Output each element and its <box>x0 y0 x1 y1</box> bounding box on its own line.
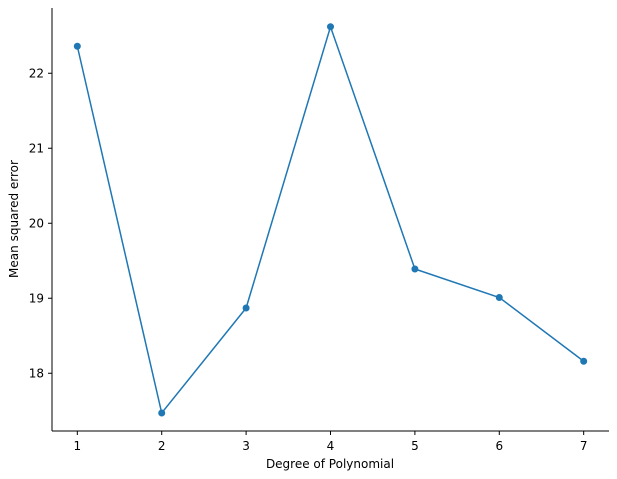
y-tick-label: 19 <box>29 291 44 305</box>
plot-area <box>73 23 588 417</box>
x-tick-label: 7 <box>580 439 588 453</box>
y-tick-label: 21 <box>29 141 44 155</box>
series-line <box>76 24 585 415</box>
y-tick-label: 18 <box>29 366 44 380</box>
data-point <box>495 294 503 301</box>
data-point <box>327 23 334 31</box>
y-tick-label: 20 <box>29 216 44 230</box>
data-point <box>158 409 166 417</box>
x-tick-label: 6 <box>495 439 503 453</box>
y-axis-label: Mean squared error <box>7 160 21 278</box>
x-tick-label: 3 <box>242 439 250 453</box>
x-tick-label: 1 <box>73 439 81 453</box>
y-ticks: 18 19 20 21 22 <box>29 66 52 380</box>
data-point <box>580 357 588 365</box>
data-point <box>73 42 81 50</box>
x-tick-label: 2 <box>158 439 166 453</box>
x-tick-label: 4 <box>327 439 335 453</box>
data-point <box>242 304 250 312</box>
x-ticks: 1 2 3 4 5 6 7 <box>73 431 588 453</box>
data-point <box>411 265 419 273</box>
x-tick-label: 5 <box>411 439 419 453</box>
x-axis-label: Degree of Polynomial <box>266 457 394 471</box>
y-tick-label: 22 <box>29 66 44 80</box>
